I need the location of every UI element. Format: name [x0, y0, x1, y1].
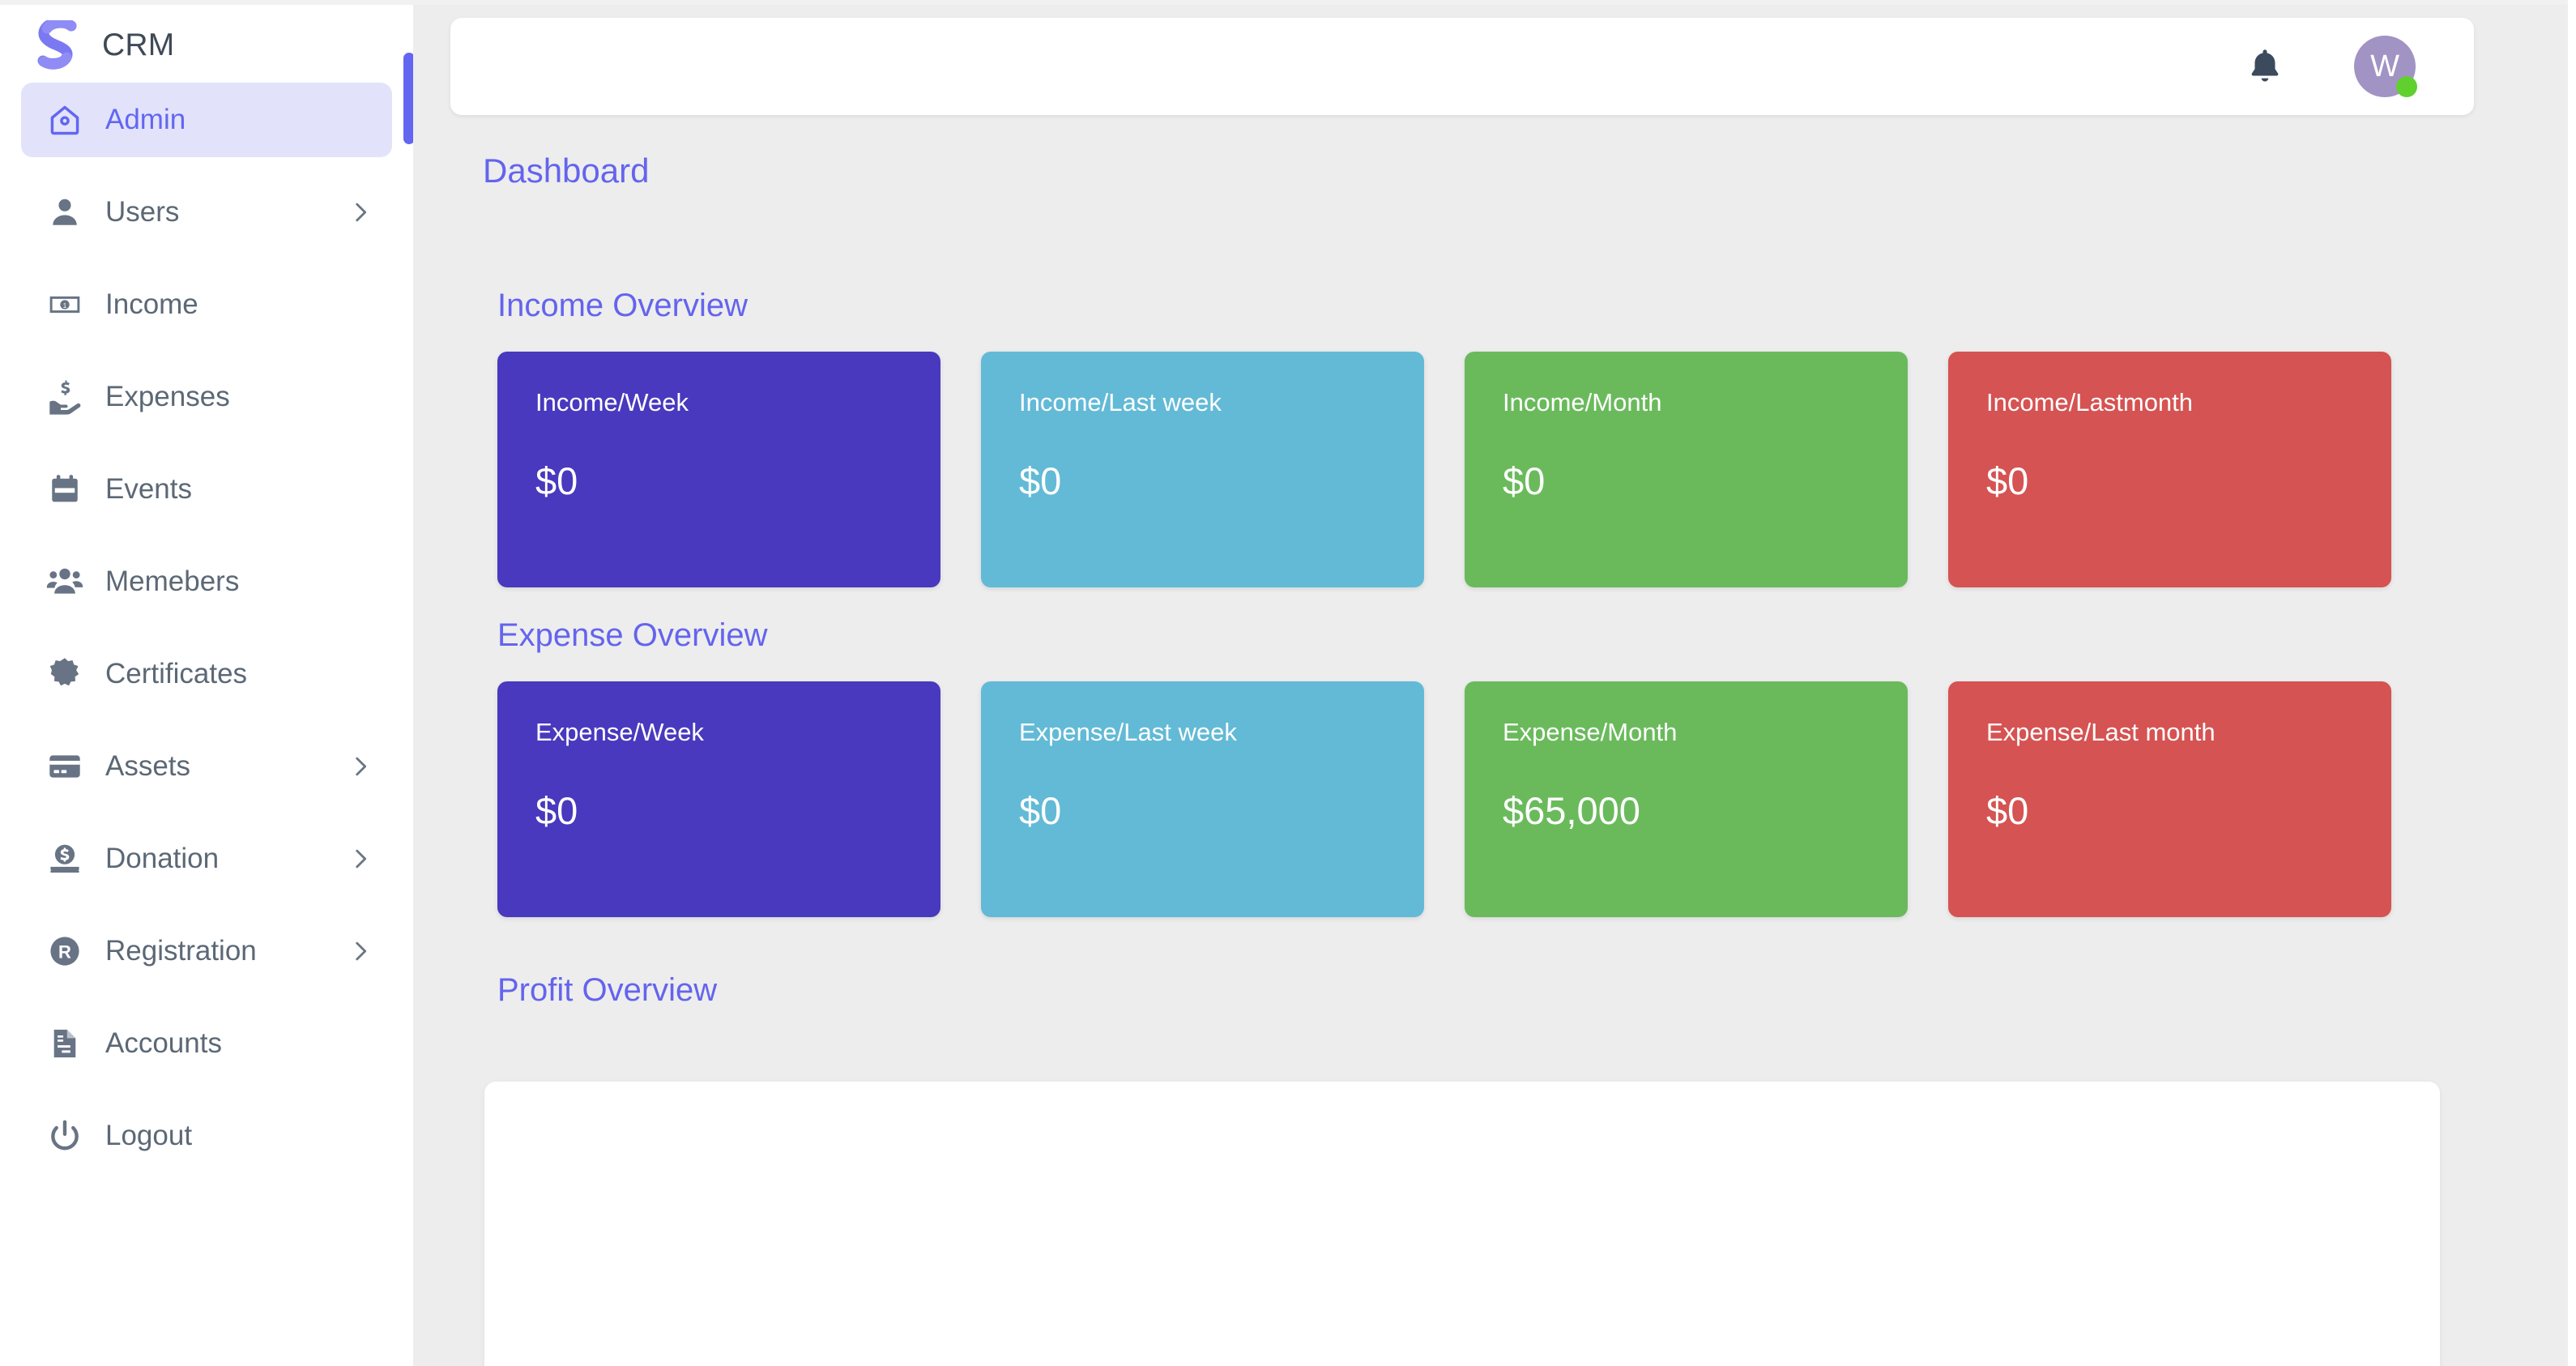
stat-card-expense-week[interactable]: Expense/Week $0 [497, 681, 940, 917]
sidebar-item-admin[interactable]: Admin [21, 83, 392, 157]
sidebar-item-income[interactable]: 1 Income [21, 267, 392, 342]
profit-overview-section: Profit Overview [497, 972, 2490, 1036]
sidebar-item-users[interactable]: Users [21, 175, 392, 250]
sidebar-item-label: Certificates [105, 658, 248, 689]
sidebar-item-events[interactable]: Events [21, 452, 392, 527]
page-title: Dashboard [483, 152, 650, 190]
sidebar-item-label: Accounts [105, 1027, 222, 1059]
stat-card-value: $0 [1503, 459, 1546, 503]
sidebar-item-accounts[interactable]: Accounts [21, 1006, 392, 1081]
brand-title: CRM [102, 28, 175, 62]
main-content: W Dashboard Income Overview Income/Week … [413, 0, 2576, 1366]
profit-chart-panel [484, 1082, 2440, 1366]
chevron-right-icon[interactable] [347, 753, 374, 780]
stat-card-income-week[interactable]: Income/Week $0 [497, 352, 940, 587]
sidebar-item-label: Admin [105, 104, 186, 135]
credit-card-icon [45, 747, 84, 786]
stat-card-value: $0 [535, 789, 578, 833]
sidebar-item-label: Memebers [105, 566, 240, 597]
sidebar-item-label: Logout [105, 1120, 193, 1151]
stat-card-label: Expense/Last week [1019, 718, 1237, 746]
sidebar-item-members[interactable]: Memebers [21, 544, 392, 619]
expense-overview-title: Expense Overview [497, 617, 768, 653]
svg-text:R: R [58, 941, 71, 962]
user-avatar[interactable]: W [2354, 36, 2417, 97]
stat-card-expense-last-week[interactable]: Expense/Last week $0 [981, 681, 1424, 917]
sidebar-item-label: Assets [105, 750, 191, 782]
stat-card-value: $0 [1986, 789, 2029, 833]
stat-card-label: Income/Week [535, 388, 689, 416]
window-top-edge [0, 0, 2576, 5]
stat-card-label: Income/Lastmonth [1986, 388, 2194, 416]
sidebar-nav: Admin Users [0, 83, 413, 1173]
sidebar: CRM Admin [0, 0, 413, 1366]
online-status-dot [2396, 76, 2417, 97]
stat-card-value: $0 [1019, 459, 1062, 503]
sidebar-item-logout[interactable]: Logout [21, 1099, 392, 1173]
stat-card-expense-month[interactable]: Expense/Month $65,000 [1465, 681, 1908, 917]
calendar-icon [45, 470, 84, 509]
svg-text:1: 1 [63, 301, 67, 309]
stat-card-label: Income/Last week [1019, 388, 1222, 416]
active-item-indicator [403, 53, 413, 144]
file-invoice-icon [45, 1024, 84, 1063]
stat-card-label: Expense/Month [1503, 718, 1678, 746]
income-overview-title: Income Overview [497, 288, 748, 323]
profit-overview-title: Profit Overview [497, 972, 718, 1008]
stat-card-value: $0 [1019, 789, 1062, 833]
chevron-right-icon[interactable] [347, 198, 374, 226]
chevron-right-icon[interactable] [347, 937, 374, 965]
stat-card-label: Income/Month [1503, 388, 1662, 416]
topbar: W [450, 18, 2474, 115]
sidebar-item-label: Events [105, 473, 192, 505]
income-card-row: Income/Week $0 Income/Last week $0 Incom… [497, 352, 2490, 587]
expense-card-row: Expense/Week $0 Expense/Last week $0 Exp… [497, 681, 2490, 917]
badge-star-icon [45, 655, 84, 694]
user-icon [45, 193, 84, 232]
sidebar-item-assets[interactable]: Assets [21, 729, 392, 804]
stat-card-value: $0 [1986, 459, 2029, 503]
r-circle-icon: R [45, 932, 84, 971]
money-bill-icon: 1 [45, 285, 84, 324]
sidebar-item-expenses[interactable]: Expenses [21, 360, 392, 434]
stat-card-income-last-week[interactable]: Income/Last week $0 [981, 352, 1424, 587]
stat-card-value: $0 [535, 459, 578, 503]
chevron-right-icon[interactable] [347, 845, 374, 873]
window-right-edge [2568, 0, 2576, 1366]
stat-card-expense-last-month[interactable]: Expense/Last month $0 [1948, 681, 2391, 917]
s-logo-icon [34, 17, 81, 70]
sidebar-item-label: Income [105, 288, 198, 320]
power-icon [45, 1116, 84, 1155]
stat-card-label: Expense/Last month [1986, 718, 2216, 746]
sidebar-item-label: Users [105, 196, 180, 228]
stat-card-income-last-month[interactable]: Income/Lastmonth $0 [1948, 352, 2391, 587]
sidebar-item-label: Expenses [105, 381, 230, 412]
sidebar-item-registration[interactable]: R Registration [21, 914, 392, 988]
sidebar-item-certificates[interactable]: Certificates [21, 637, 392, 711]
expense-overview-section: Expense Overview Expense/Week $0 Expense… [497, 617, 2490, 917]
sidebar-item-label: Donation [105, 843, 220, 874]
stat-card-value: $65,000 [1503, 789, 1640, 833]
sidebar-item-donation[interactable]: Donation [21, 822, 392, 896]
stat-card-income-month[interactable]: Income/Month $0 [1465, 352, 1908, 587]
home-icon [45, 100, 84, 139]
users-group-icon [45, 562, 84, 601]
brand[interactable]: CRM [0, 5, 413, 83]
hand-dollar-icon [45, 378, 84, 416]
sidebar-item-label: Registration [105, 935, 257, 967]
income-overview-section: Income Overview Income/Week $0 Income/La… [497, 288, 2490, 587]
donate-coin-icon [45, 839, 84, 878]
notification-bell-icon[interactable] [2242, 44, 2288, 89]
stat-card-label: Expense/Week [535, 718, 704, 746]
